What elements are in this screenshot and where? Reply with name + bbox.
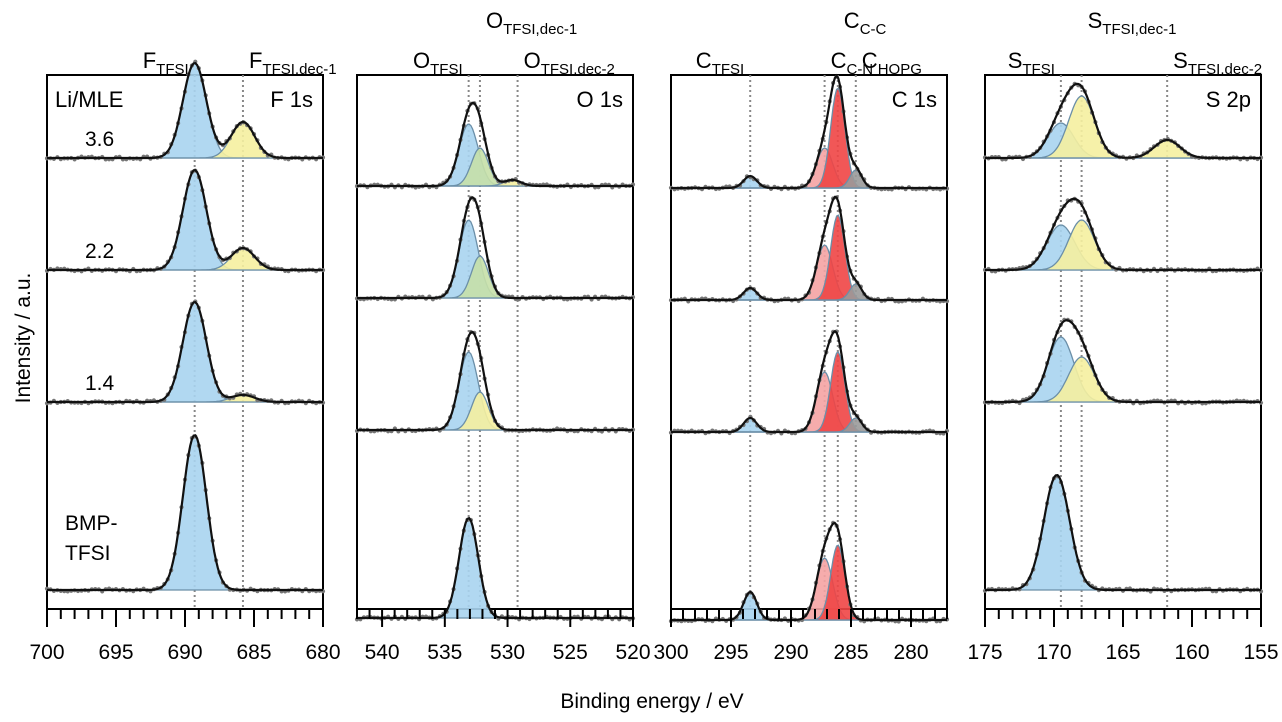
component-peak xyxy=(985,356,1261,403)
panel-title: S 2p xyxy=(1206,87,1251,112)
envelope-line xyxy=(985,474,1261,592)
spectrum-trace xyxy=(44,299,326,406)
component-peak xyxy=(357,147,633,187)
spectrum-trace xyxy=(44,168,326,274)
x-tick-label: 290 xyxy=(773,641,808,664)
component-peak xyxy=(357,255,633,299)
envelope-line xyxy=(47,434,323,592)
sample-label: 1.4 xyxy=(85,372,115,395)
x-tick-label: 300 xyxy=(653,641,688,664)
x-tick-label: 690 xyxy=(167,641,202,664)
reference-line-label: STFSI,dec-2 xyxy=(1173,48,1262,78)
spectrum-trace xyxy=(982,474,1264,594)
spectrum-trace xyxy=(668,329,950,436)
reference-line-label: OTFSI,dec-1 xyxy=(486,8,577,38)
panel-o-1s: O 1s 540 535 530 525 520 OTFSI OTFSI,dec-1 OTFSI… xyxy=(354,8,651,664)
x-tick-label: 530 xyxy=(490,641,525,664)
component-peak xyxy=(985,336,1261,403)
envelope-line xyxy=(671,195,947,302)
spectrum-trace xyxy=(44,59,326,162)
sample-label: TFSI xyxy=(65,542,111,565)
reference-line-label: CC-C xyxy=(844,8,887,38)
spectrum-trace xyxy=(668,195,950,304)
corner-label: Li/MLE xyxy=(55,87,123,112)
x-tick-label: 680 xyxy=(305,641,340,664)
x-tick-label: 525 xyxy=(553,641,588,664)
plot-frame xyxy=(356,74,634,610)
x-tick-label: 685 xyxy=(236,641,271,664)
x-tick-label: 160 xyxy=(1174,641,1209,664)
x-axis-label: Binding energy / eV xyxy=(560,690,743,713)
x-tick-label: 695 xyxy=(98,641,133,664)
envelope-line xyxy=(985,319,1261,404)
spectrum-trace xyxy=(668,520,950,624)
reference-line-label: OTFSI xyxy=(413,48,463,78)
x-tick-label: 520 xyxy=(615,641,650,664)
spectrum-trace xyxy=(982,81,1264,162)
envelope-line xyxy=(47,301,323,404)
x-tick-label: 280 xyxy=(893,641,928,664)
spectrum-trace xyxy=(354,195,636,302)
x-tick-label: 540 xyxy=(365,641,400,664)
component-peak xyxy=(985,474,1261,591)
panel-s-2p: S 2p 175 170 165 160 155 STFSI STFSI,dec-1 STFSI… xyxy=(967,8,1278,664)
reference-line-label: FTFSI xyxy=(143,48,189,78)
y-axis-label: Intensity / a.u. xyxy=(12,273,35,404)
component-peak xyxy=(985,219,1261,271)
component-peak xyxy=(985,122,1261,159)
sample-label: BMP- xyxy=(65,512,118,535)
component-peak xyxy=(357,517,633,619)
envelope-line xyxy=(357,196,633,300)
sample-label: 2.2 xyxy=(85,240,114,263)
x-tick-label: 170 xyxy=(1036,641,1071,664)
x-tick-label: 165 xyxy=(1105,641,1140,664)
spectrum-trace xyxy=(354,516,636,622)
envelope-line xyxy=(671,73,947,190)
component-peak xyxy=(985,224,1261,271)
envelope-line xyxy=(671,521,947,622)
x-tick-label: 155 xyxy=(1243,641,1278,664)
x-tick-label: 285 xyxy=(833,641,868,664)
envelope-line xyxy=(47,169,323,272)
plot-frame xyxy=(670,74,948,610)
sample-label: 3.6 xyxy=(85,128,114,151)
x-tick-label: 700 xyxy=(29,641,64,664)
x-tick-label: 175 xyxy=(967,641,1002,664)
spectrum-trace xyxy=(354,329,636,434)
spectrum-trace xyxy=(354,101,636,190)
envelope-line xyxy=(357,101,633,188)
reference-line-label: OTFSI,dec-2 xyxy=(524,48,615,78)
envelope-line xyxy=(985,197,1261,272)
envelope-line xyxy=(357,330,633,432)
reference-line-label: STFSI xyxy=(1008,48,1055,78)
envelope-line xyxy=(47,62,323,160)
spectrum-trace xyxy=(982,317,1264,406)
panel-title: O 1s xyxy=(577,87,623,112)
component-peak xyxy=(671,214,947,301)
envelope-line xyxy=(671,329,947,434)
panel-title: C 1s xyxy=(892,87,937,112)
envelope-line xyxy=(985,82,1261,160)
envelope-line xyxy=(357,516,633,620)
panel-f-1s: 3.6 2.2 1.4 BMP- TFSI F 1s Li/MLE 700 695 690 685 6… xyxy=(29,48,340,664)
panel-title: F 1s xyxy=(270,87,313,112)
spectrum-trace xyxy=(668,73,950,192)
x-tick-label: 535 xyxy=(427,641,462,664)
component-peak xyxy=(357,391,633,431)
reference-line-label: STFSI,dec-1 xyxy=(1088,8,1177,38)
reference-line-label: FTFSI,dec-1 xyxy=(249,48,337,78)
x-tick-label: 295 xyxy=(713,641,748,664)
spectrum-trace xyxy=(44,434,326,594)
reference-line-label: CTFSI xyxy=(696,48,744,78)
spectrum-trace xyxy=(982,196,1264,274)
